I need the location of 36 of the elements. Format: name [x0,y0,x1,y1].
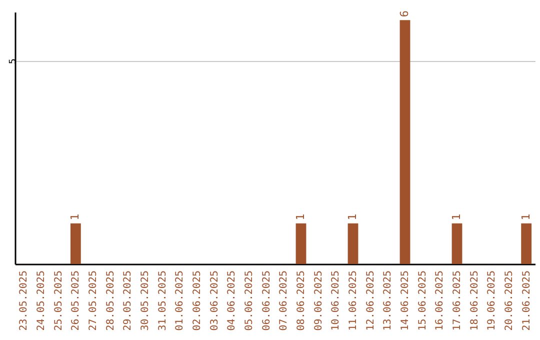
x-tick-label: 21.06.2025 [521,270,532,331]
x-tick-label: 14.06.2025 [400,270,411,331]
x-tick-label: 10.06.2025 [330,270,342,331]
x-tick-label: 01.06.2025 [174,270,186,331]
x-tick-label: 07.06.2025 [278,270,290,331]
data-label: 6 [398,10,411,18]
x-tick-label: 31.05.2025 [157,270,168,331]
data-label: 1 [68,214,82,220]
x-tick-label: 19.06.2025 [486,270,498,331]
x-tick-label: 28.05.2025 [105,270,116,331]
data-label: 1 [519,214,532,220]
x-tick-label: 30.05.2025 [140,270,151,331]
x-tick-label: 15.06.2025 [417,270,428,331]
x-tick-label: 06.06.2025 [261,270,272,331]
x-tick-label: 27.05.2025 [88,270,99,331]
x-tick-label: 02.06.2025 [192,270,203,331]
x-tick-label: 03.06.2025 [209,270,220,331]
x-tick-label: 20.06.2025 [504,270,515,331]
x-tick-label: 16.06.2025 [434,270,446,331]
x-tick-label: 24.05.2025 [36,270,47,331]
x-tick-label: 25.05.2025 [53,270,64,331]
x-tick-label: 05.06.2025 [244,270,255,331]
x-tick-label: 23.05.2025 [18,270,30,331]
x-tick-label: 09.06.2025 [313,270,324,331]
x-tick-label: 17.06.2025 [452,270,463,331]
data-label: 1 [346,214,359,220]
x-tick-label: 12.06.2025 [365,270,376,331]
x-tick-label: 11.06.2025 [348,270,359,331]
x-tick-label: 29.05.2025 [122,270,134,331]
x-tick-label: 04.06.2025 [226,270,238,331]
data-label: 1 [294,214,307,220]
x-tick-label: 26.05.2025 [70,270,82,331]
data-label: 1 [450,214,463,220]
x-tick-label: 08.06.2025 [296,270,307,331]
x-tick-label: 18.06.2025 [469,270,480,331]
x-tick-label: 13.06.2025 [382,270,394,331]
